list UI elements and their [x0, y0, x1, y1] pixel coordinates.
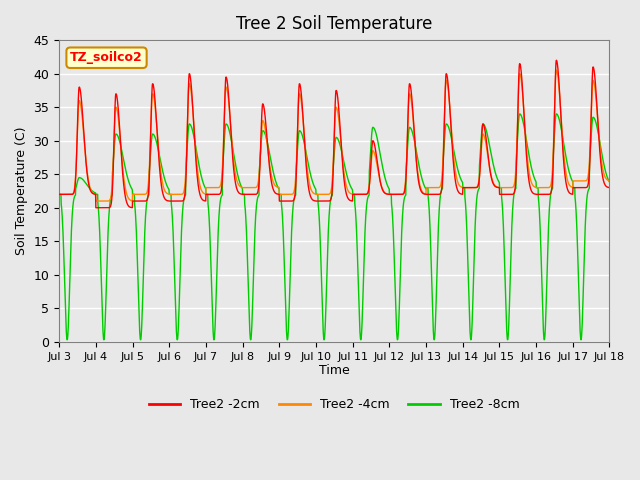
- X-axis label: Time: Time: [319, 364, 349, 377]
- Legend: Tree2 -2cm, Tree2 -4cm, Tree2 -8cm: Tree2 -2cm, Tree2 -4cm, Tree2 -8cm: [144, 394, 524, 417]
- Text: TZ_soilco2: TZ_soilco2: [70, 51, 143, 64]
- Title: Tree 2 Soil Temperature: Tree 2 Soil Temperature: [236, 15, 433, 33]
- Y-axis label: Soil Temperature (C): Soil Temperature (C): [15, 127, 28, 255]
